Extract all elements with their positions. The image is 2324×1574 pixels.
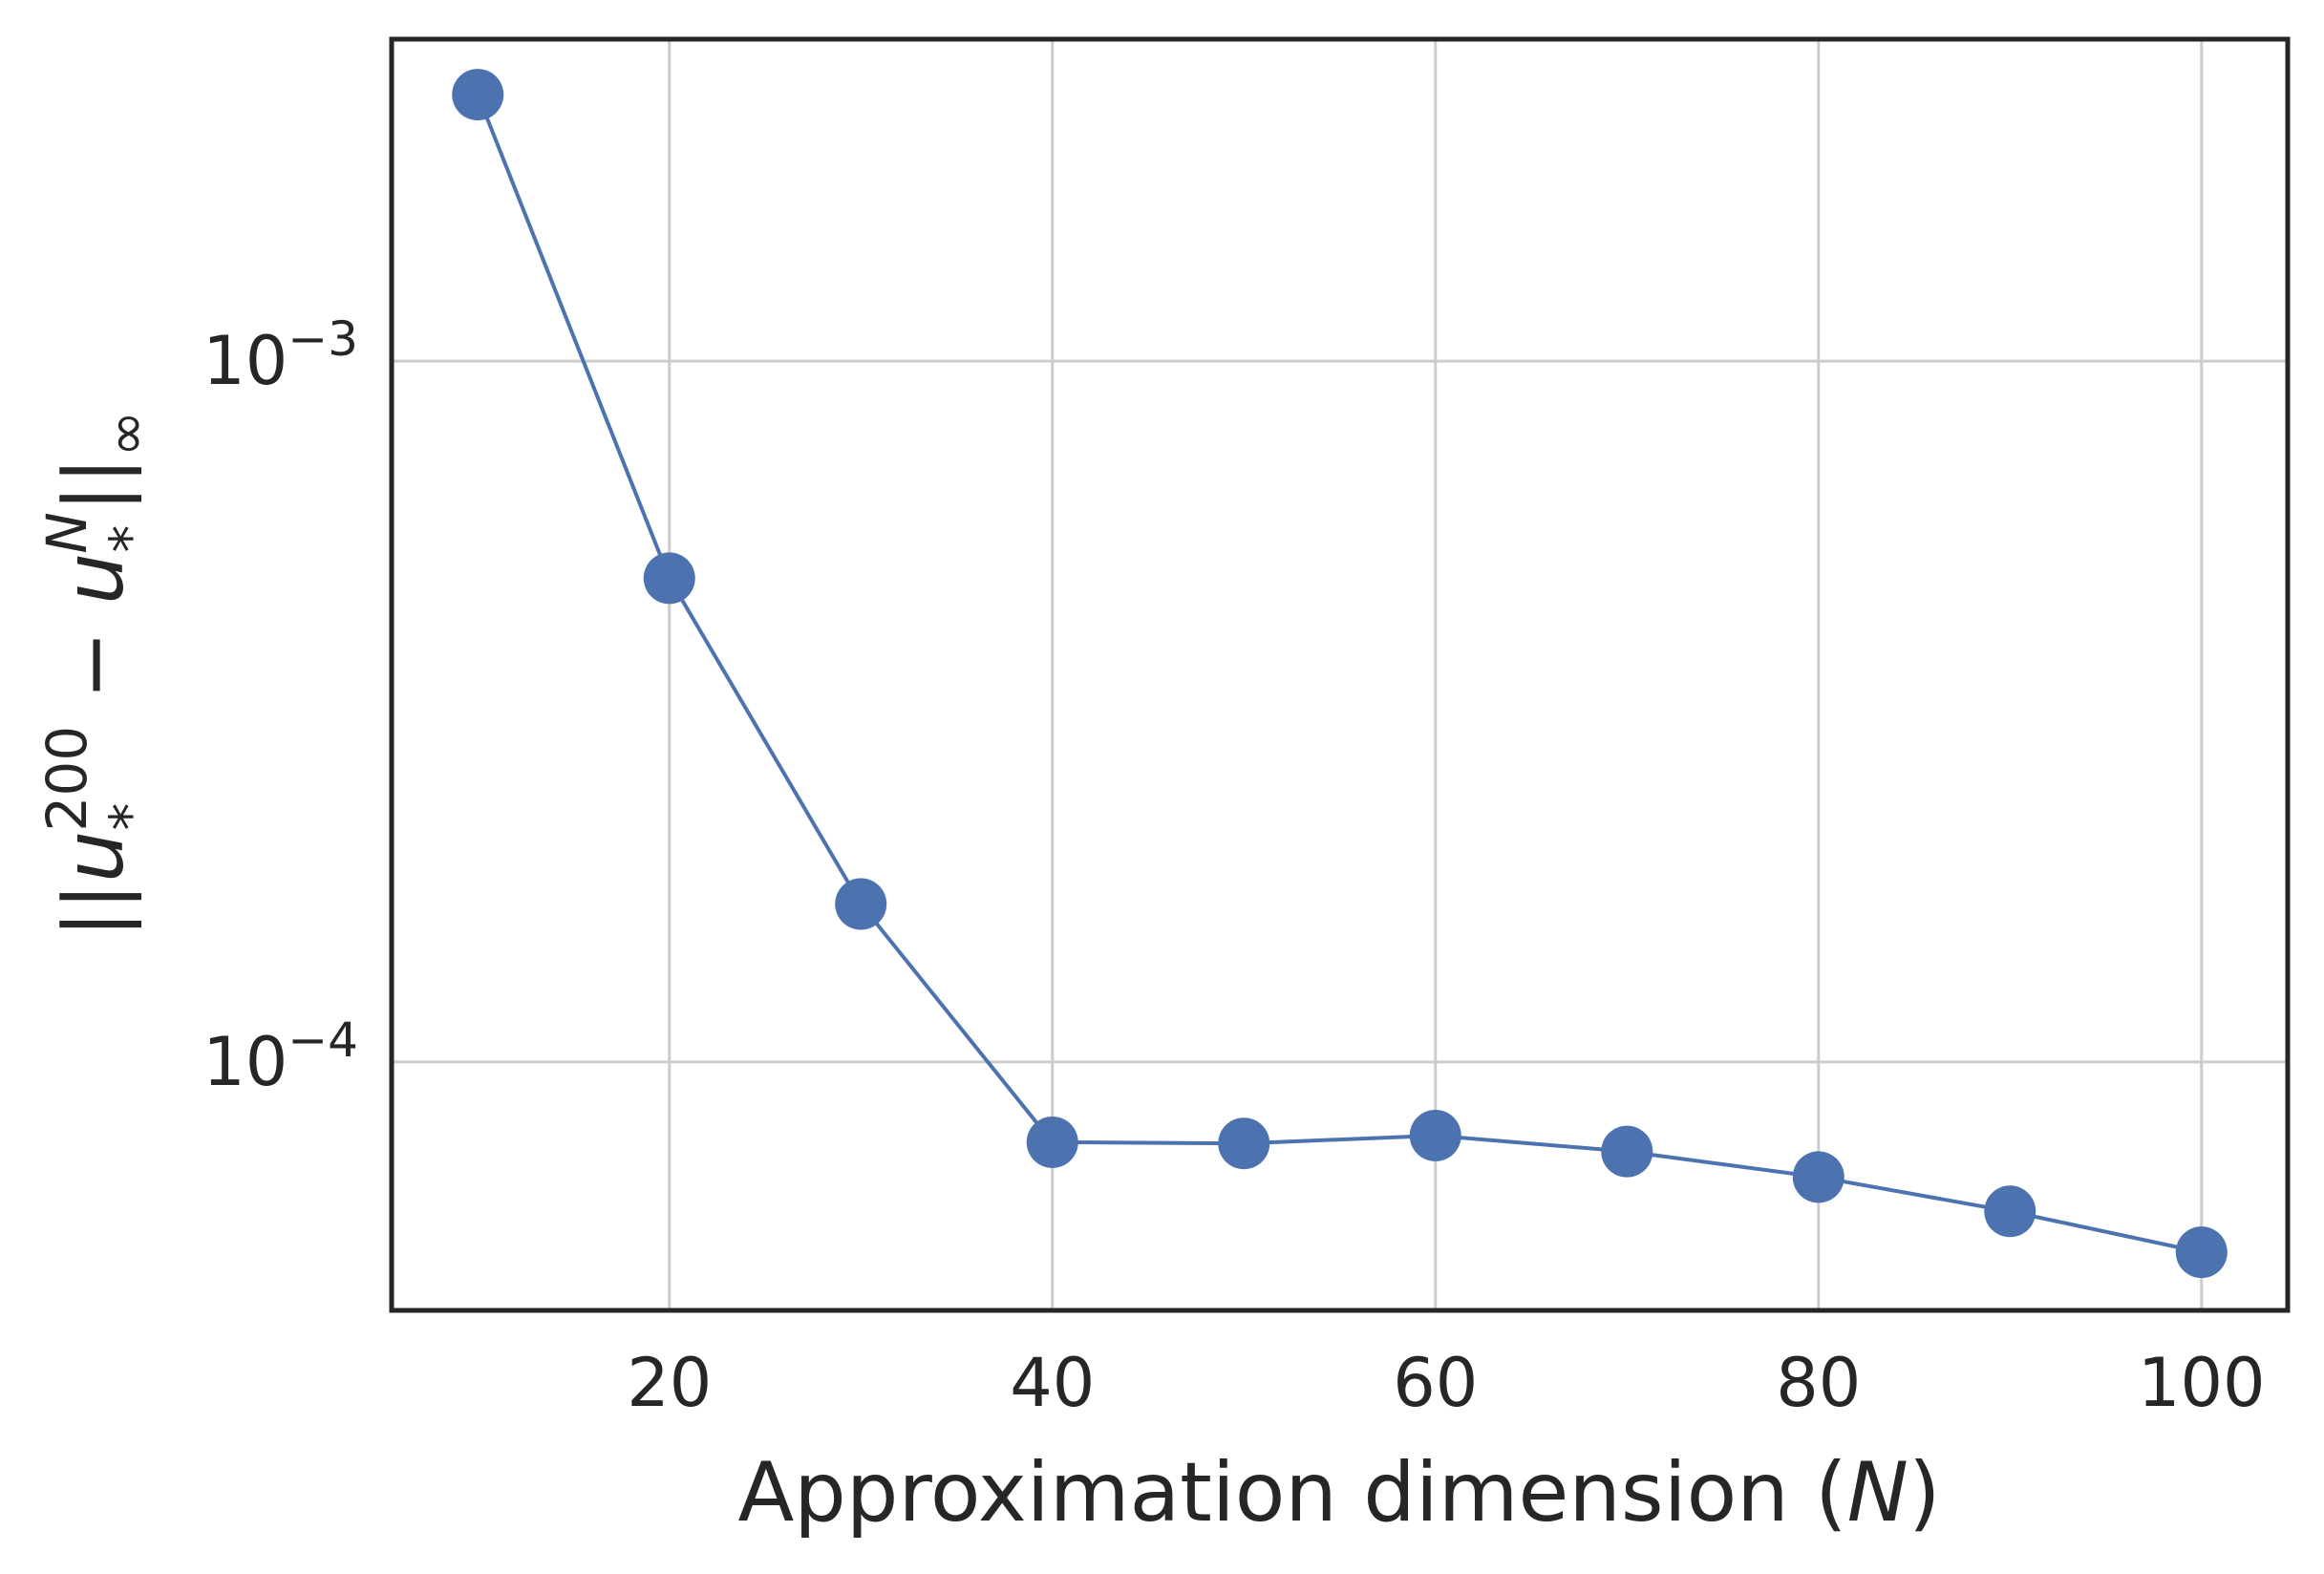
x-tick-label: 60 bbox=[1393, 1344, 1478, 1422]
plot-frame bbox=[389, 36, 2291, 1313]
data-point bbox=[1218, 1117, 1270, 1170]
x-tick-label: 20 bbox=[627, 1344, 712, 1422]
y-tick-labels: 10−3 10−4 bbox=[203, 311, 358, 1101]
data-point bbox=[452, 69, 504, 121]
data-point bbox=[643, 552, 695, 605]
series-layer bbox=[452, 69, 2228, 1279]
x-tick-label: 100 bbox=[2138, 1344, 2266, 1422]
data-point bbox=[1026, 1116, 1078, 1168]
data-point bbox=[1792, 1151, 1844, 1203]
data-point bbox=[1409, 1109, 1461, 1161]
x-tick-labels: 20 40 60 80 100 bbox=[627, 1344, 2265, 1422]
x-axis-label: Approximation dimension (N) bbox=[737, 1445, 1940, 1541]
data-point bbox=[2175, 1226, 2228, 1279]
data-point bbox=[1984, 1185, 2036, 1238]
x-tick-label: 40 bbox=[1010, 1344, 1095, 1422]
x-tick-label: 80 bbox=[1776, 1344, 1861, 1422]
data-point bbox=[835, 878, 887, 930]
y-tick-label: 10−3 bbox=[203, 311, 358, 400]
series-line bbox=[476, 94, 2203, 1255]
y-tick-label: 10−4 bbox=[203, 1012, 358, 1101]
grid bbox=[392, 39, 2288, 1310]
y-axis-label: ||u*200 − u*N||∞ bbox=[34, 411, 162, 938]
data-point bbox=[1601, 1125, 1653, 1178]
